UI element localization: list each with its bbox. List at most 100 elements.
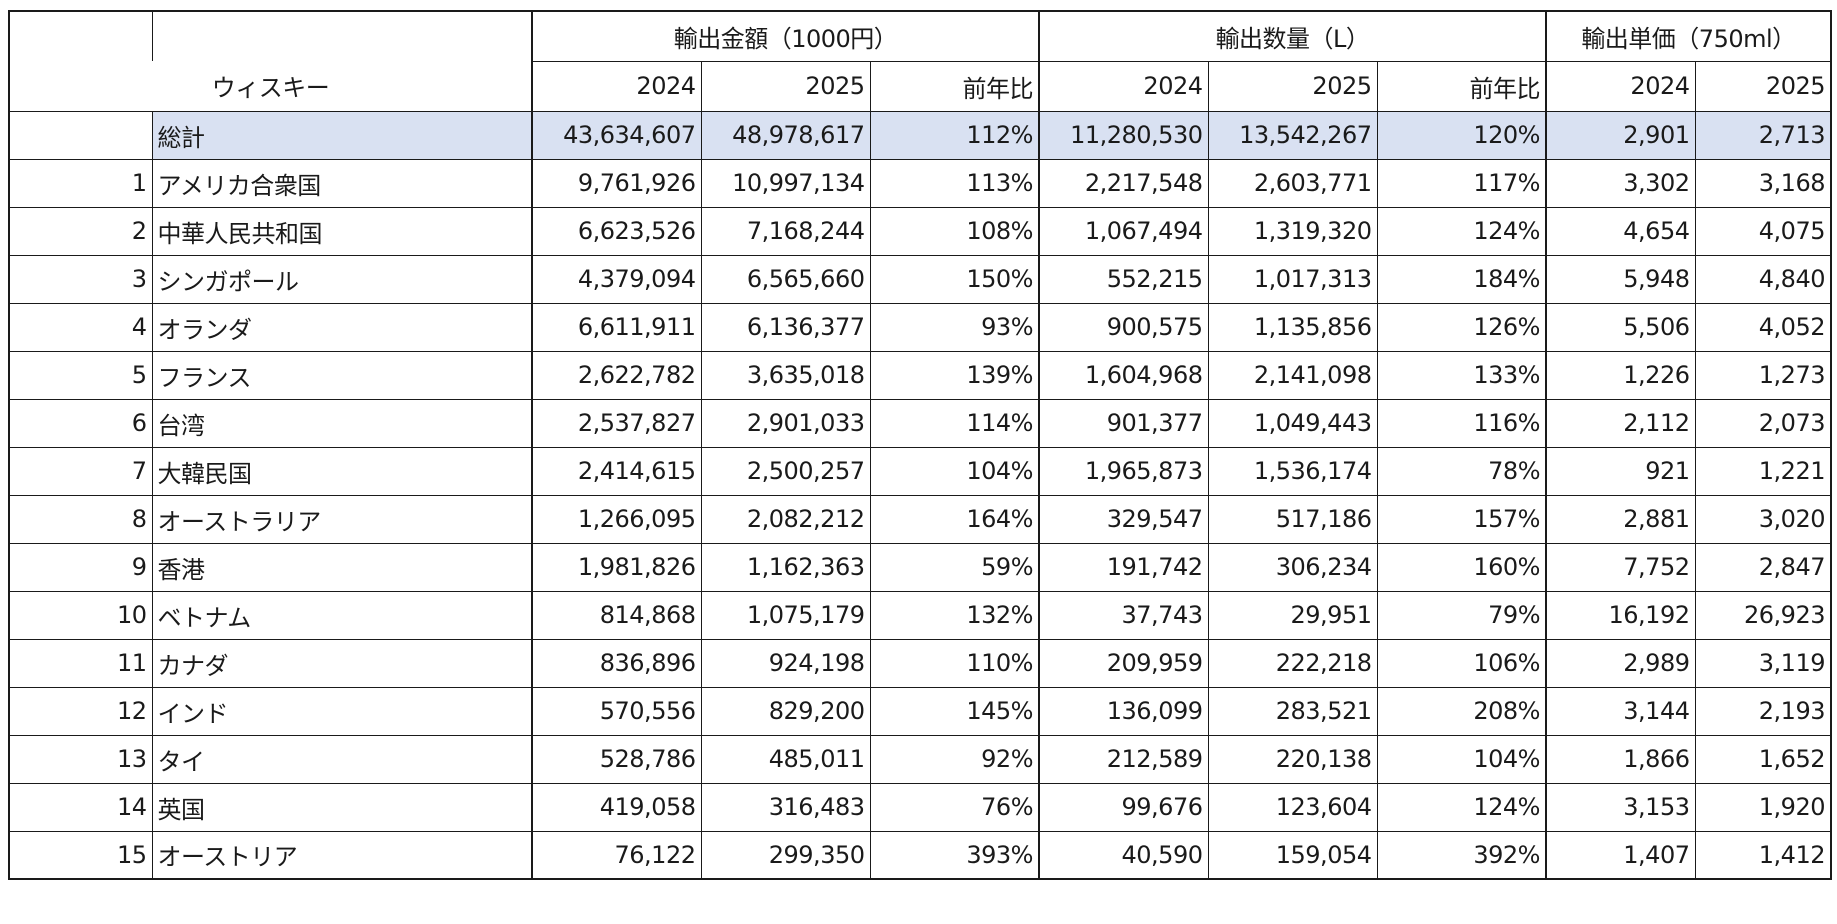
whisky-export-table: 輸出金額（1000円） 輸出数量（L） 輸出単価（750ml） ウィスキー 20… <box>8 10 1832 880</box>
value-cell: 7,752 <box>1545 542 1696 592</box>
value-cell: 150% <box>869 254 1040 304</box>
value-cell: 528,786 <box>531 734 702 784</box>
value-cell: 9,761,926 <box>531 158 702 208</box>
value-cell: 79% <box>1376 590 1547 640</box>
value-cell: 392% <box>1376 830 1547 880</box>
value-cell: 59% <box>869 542 1040 592</box>
country-cell: シンガポール <box>151 254 533 304</box>
total-value: 120% <box>1376 110 1547 160</box>
value-cell: 76,122 <box>531 830 702 880</box>
country-cell: タイ <box>151 734 533 784</box>
table-row: 2 中華人民共和国 6,623,526 7,168,244 108% 1,067,494 1… <box>8 206 1832 256</box>
corner-empty-cell <box>8 10 153 61</box>
value-cell: 2,193 <box>1694 686 1832 736</box>
value-cell: 829,200 <box>700 686 871 736</box>
sub-header-amount-2024: 2024 <box>531 60 702 112</box>
total-row: 総計 43,634,607 48,978,617 112% 11,280,530… <box>8 110 1832 160</box>
table-row: 4 オランダ 6,611,911 6,136,377 93% 900,575 1,135,8… <box>8 302 1832 352</box>
table-row: 8 オーストラリア 1,266,095 2,082,212 164% 329,547 517… <box>8 494 1832 544</box>
value-cell: 306,234 <box>1207 542 1378 592</box>
value-cell: 3,119 <box>1694 638 1832 688</box>
table-row: 13 タイ 528,786 485,011 92% 212,589 220,138 104% 1… <box>8 734 1832 784</box>
value-cell: 419,058 <box>531 782 702 832</box>
value-cell: 2,141,098 <box>1207 350 1378 400</box>
table-row: 7 大韓民国 2,414,615 2,500,257 104% 1,965,873 1,53… <box>8 446 1832 496</box>
value-cell: 159,054 <box>1207 830 1378 880</box>
value-cell: 164% <box>869 494 1040 544</box>
sub-header-row: ウィスキー 2024 2025 前年比 2024 2025 前年比 2024 2… <box>8 60 1832 112</box>
value-cell: 209,959 <box>1038 638 1209 688</box>
value-cell: 124% <box>1376 206 1547 256</box>
value-cell: 116% <box>1376 398 1547 448</box>
value-cell: 157% <box>1376 494 1547 544</box>
table-row: 6 台湾 2,537,827 2,901,033 114% 901,377 1,049,44… <box>8 398 1832 448</box>
value-cell: 133% <box>1376 350 1547 400</box>
rank-cell: 15 <box>8 830 153 880</box>
table-row: 10 ベトナム 814,868 1,075,179 132% 37,743 29,951 79… <box>8 590 1832 640</box>
value-cell: 2,112 <box>1545 398 1696 448</box>
country-cell: フランス <box>151 350 533 400</box>
value-cell: 10,997,134 <box>700 158 871 208</box>
value-cell: 5,506 <box>1545 302 1696 352</box>
value-cell: 1,965,873 <box>1038 446 1209 496</box>
value-cell: 1,981,826 <box>531 542 702 592</box>
total-value: 112% <box>869 110 1040 160</box>
value-cell: 1,407 <box>1545 830 1696 880</box>
value-cell: 16,192 <box>1545 590 1696 640</box>
rank-cell: 11 <box>8 638 153 688</box>
rank-cell: 14 <box>8 782 153 832</box>
value-cell: 3,168 <box>1694 158 1832 208</box>
rank-cell: 9 <box>8 542 153 592</box>
corner-label: ウィスキー <box>8 61 533 112</box>
value-cell: 814,868 <box>531 590 702 640</box>
value-cell: 26,923 <box>1694 590 1832 640</box>
value-cell: 4,654 <box>1545 206 1696 256</box>
table-row: 15 オーストリア 76,122 299,350 393% 40,590 159,054 39… <box>8 830 1832 880</box>
value-cell: 1,017,313 <box>1207 254 1378 304</box>
value-cell: 2,989 <box>1545 638 1696 688</box>
sub-header-amount-yoy: 前年比 <box>869 60 1040 112</box>
value-cell: 1,135,856 <box>1207 302 1378 352</box>
rank-cell: 7 <box>8 446 153 496</box>
value-cell: 124% <box>1376 782 1547 832</box>
total-rank-cell <box>8 110 153 160</box>
country-cell: 中華人民共和国 <box>151 206 533 256</box>
value-cell: 4,379,094 <box>531 254 702 304</box>
total-value: 2,713 <box>1694 110 1832 160</box>
group-header-row: 輸出金額（1000円） 輸出数量（L） 輸出単価（750ml） <box>8 10 1832 62</box>
value-cell: 329,547 <box>1038 494 1209 544</box>
value-cell: 145% <box>869 686 1040 736</box>
value-cell: 104% <box>1376 734 1547 784</box>
value-cell: 4,075 <box>1694 206 1832 256</box>
value-cell: 126% <box>1376 302 1547 352</box>
value-cell: 552,215 <box>1038 254 1209 304</box>
rank-cell: 2 <box>8 206 153 256</box>
value-cell: 117% <box>1376 158 1547 208</box>
sub-header-price-2024: 2024 <box>1545 60 1696 112</box>
table-row: 12 インド 570,556 829,200 145% 136,099 283,521 208… <box>8 686 1832 736</box>
value-cell: 900,575 <box>1038 302 1209 352</box>
value-cell: 2,901,033 <box>700 398 871 448</box>
sub-header-price-2025: 2025 <box>1694 60 1832 112</box>
value-cell: 1,221 <box>1694 446 1832 496</box>
value-cell: 136,099 <box>1038 686 1209 736</box>
export-table-container: 輸出金額（1000円） 輸出数量（L） 輸出単価（750ml） ウィスキー 20… <box>8 10 1832 880</box>
value-cell: 1,866 <box>1545 734 1696 784</box>
value-cell: 901,377 <box>1038 398 1209 448</box>
country-cell: 台湾 <box>151 398 533 448</box>
value-cell: 7,168,244 <box>700 206 871 256</box>
table-row: 14 英国 419,058 316,483 76% 99,676 123,604 124% 3,… <box>8 782 1832 832</box>
value-cell: 2,414,615 <box>531 446 702 496</box>
group-header-export-quantity: 輸出数量（L） <box>1038 10 1547 62</box>
rank-cell: 8 <box>8 494 153 544</box>
value-cell: 393% <box>869 830 1040 880</box>
value-cell: 3,153 <box>1545 782 1696 832</box>
group-header-unit-price: 輸出単価（750ml） <box>1545 10 1832 62</box>
sub-header-quantity-2025: 2025 <box>1207 60 1378 112</box>
rank-cell: 4 <box>8 302 153 352</box>
table-row: 5 フランス 2,622,782 3,635,018 139% 1,604,968 2,14… <box>8 350 1832 400</box>
value-cell: 1,162,363 <box>700 542 871 592</box>
value-cell: 99,676 <box>1038 782 1209 832</box>
country-cell: オランダ <box>151 302 533 352</box>
value-cell: 139% <box>869 350 1040 400</box>
